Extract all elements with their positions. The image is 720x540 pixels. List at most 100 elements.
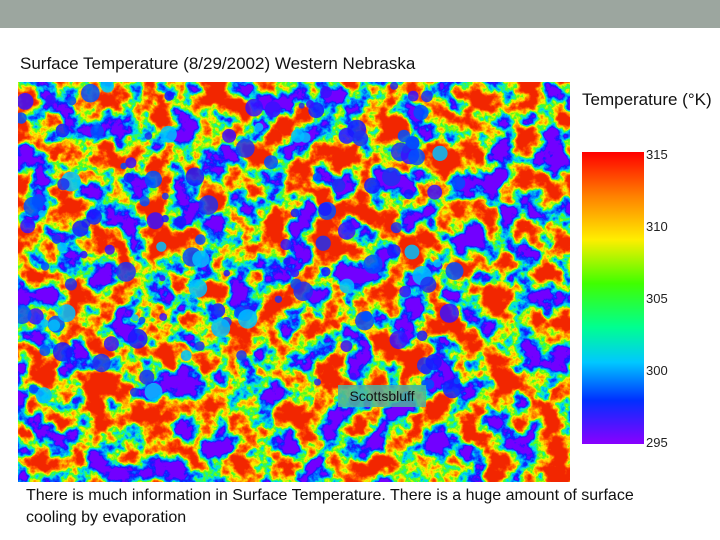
field-patch [57,242,67,252]
field-patch [146,212,164,230]
field-patch [211,318,231,338]
field-patch [161,214,169,223]
field-patch [321,267,331,277]
field-patch [51,234,62,244]
field-patches [18,82,466,406]
field-patch [20,218,36,234]
field-patch [195,234,206,245]
field-patch [421,380,428,387]
field-patch [48,319,61,332]
field-patch [293,281,314,302]
colorbar-tick-label: 315 [646,147,668,162]
field-patch [235,138,255,158]
field-patch [390,82,399,90]
field-patch [130,387,140,397]
field-patch [18,93,34,110]
field-patch [283,257,291,265]
field-patch [453,377,461,385]
field-patch [236,350,247,361]
field-patch [100,82,114,93]
field-patch [127,328,148,349]
field-patch [406,136,420,150]
field-patch [290,208,300,218]
field-patch [223,269,230,277]
field-patch [116,261,136,282]
field-patch [45,94,56,106]
field-patch [35,387,52,404]
field-patch [445,262,464,281]
field-patch [81,83,100,103]
colorbar-tick-label: 300 [646,363,668,378]
top-bar [0,0,720,28]
field-patch [159,275,166,282]
field-patch [185,167,205,187]
field-patch [264,155,278,170]
field-patch [123,172,134,183]
field-patch [198,195,219,215]
field-patch [90,124,104,139]
field-patch [264,101,281,118]
field-patch [131,314,139,322]
colorbar [582,152,644,444]
field-patch [352,130,369,147]
field-patch [27,308,44,325]
field-patch [363,254,383,274]
field-patch [144,170,162,189]
field-patch [399,285,412,298]
thermal-map [18,82,570,482]
field-patch [298,102,305,109]
field-patch [159,313,168,321]
map-label-box [338,385,426,407]
field-patch [390,222,402,234]
colorbar-tick-label: 310 [646,219,668,234]
field-patch [401,145,410,154]
field-patch [280,239,292,251]
field-patch [306,100,315,109]
field-patch [312,172,322,182]
field-patch [55,123,70,138]
field-patch [80,250,88,259]
field-patch [139,196,150,207]
field-patch [416,330,428,342]
field-patch [161,192,169,200]
caption: There is much information in Surface Tem… [26,487,634,526]
field-patch [40,262,50,271]
field-patch [174,216,187,228]
field-patch [164,91,175,101]
field-patch [382,167,401,187]
field-patch [314,378,321,386]
field-patch [300,132,311,143]
field-patch [245,98,264,117]
field-patch [103,336,119,352]
field-patch [23,196,43,217]
field-patch [290,268,300,278]
field-patch [274,295,283,303]
colorbar-ticks: 315 310 305 300 295 [646,147,668,450]
field-patch [57,178,70,191]
field-patch [407,90,419,102]
field-patch [180,350,192,361]
field-patch [138,334,145,342]
field-patch [320,86,332,99]
field-patch [404,244,420,260]
field-patch [210,303,226,318]
field-patch [86,209,102,225]
field-patch [52,342,73,362]
field-patch [432,145,448,161]
field-patch [38,210,46,218]
field-patch [408,148,425,166]
field-patch [64,278,78,291]
field-patch [18,112,27,124]
field-patch [439,303,459,323]
field-patch [361,310,372,322]
colorbar-tick-label: 305 [646,291,668,306]
field-patch [222,128,237,143]
field-patch [425,354,442,371]
field-patch [156,241,167,252]
field-patch [364,177,381,194]
map-label: Scottsbluff [349,388,414,404]
field-patch [387,244,401,258]
field-patch [427,184,443,200]
